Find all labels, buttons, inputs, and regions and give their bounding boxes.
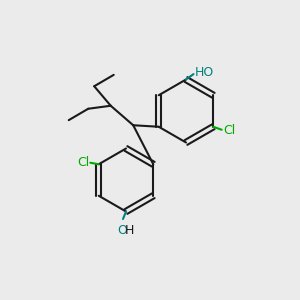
Text: O: O xyxy=(118,224,127,237)
Text: Cl: Cl xyxy=(77,156,89,169)
Text: HO: HO xyxy=(194,66,214,80)
Text: H: H xyxy=(125,224,134,237)
Text: Cl: Cl xyxy=(223,124,235,137)
